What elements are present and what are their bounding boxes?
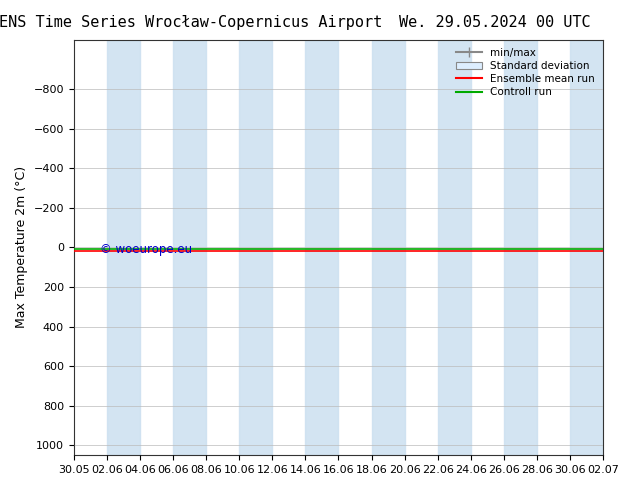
Bar: [372, 40, 404, 455]
Legend: min/max, Standard deviation, Ensemble mean run, Controll run: min/max, Standard deviation, Ensemble me…: [453, 45, 598, 100]
Y-axis label: Max Temperature 2m (°C): Max Temperature 2m (°C): [15, 166, 28, 328]
Bar: [173, 40, 206, 455]
Bar: [437, 40, 470, 455]
Text: ENS Time Series Wrocław-Copernicus Airport: ENS Time Series Wrocław-Copernicus Airpo…: [0, 15, 382, 30]
Text: © woeurope.eu: © woeurope.eu: [100, 243, 192, 256]
Bar: [570, 40, 603, 455]
Bar: [239, 40, 272, 455]
Bar: [504, 40, 537, 455]
Bar: [107, 40, 140, 455]
Text: We. 29.05.2024 00 UTC: We. 29.05.2024 00 UTC: [399, 15, 590, 30]
Bar: [306, 40, 339, 455]
